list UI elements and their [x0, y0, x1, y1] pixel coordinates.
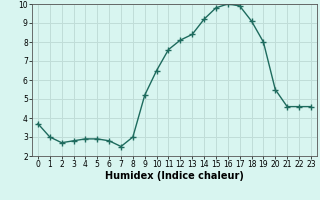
X-axis label: Humidex (Indice chaleur): Humidex (Indice chaleur) — [105, 171, 244, 181]
